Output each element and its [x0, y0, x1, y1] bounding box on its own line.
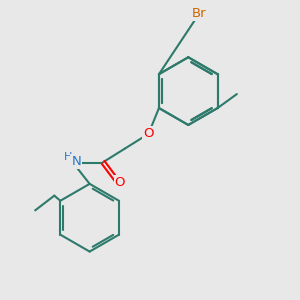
Text: N: N [71, 155, 81, 168]
Text: O: O [143, 127, 154, 140]
Text: Br: Br [191, 7, 206, 20]
Text: H: H [64, 152, 72, 162]
Text: O: O [115, 176, 125, 189]
